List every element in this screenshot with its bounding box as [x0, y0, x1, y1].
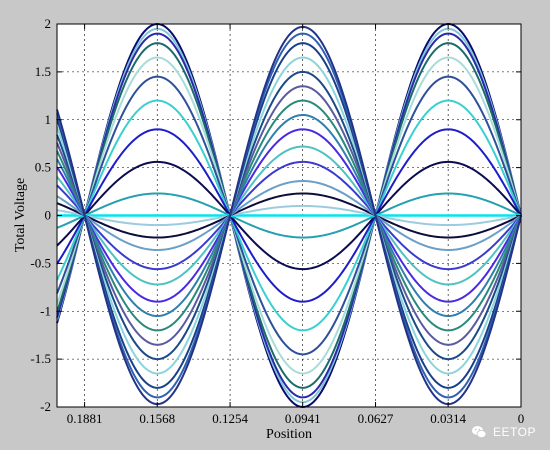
- wechat-logo-icon: [472, 426, 487, 438]
- voltage-trace-line: [56, 32, 522, 399]
- series-group: [56, 22, 522, 409]
- voltage-trace-line: [56, 99, 522, 332]
- voltage-trace-line: [56, 75, 522, 356]
- y-tick-label: 0: [45, 208, 52, 223]
- voltage-trace-line: [56, 25, 522, 406]
- voltage-trace-line: [56, 113, 522, 318]
- x-tick-label: 0.0627: [358, 411, 394, 426]
- x-tick-label: 0: [518, 411, 525, 426]
- voltage-trace-line: [56, 160, 522, 271]
- voltage-trace-line: [56, 42, 522, 389]
- voltage-trace-line: [56, 192, 522, 239]
- voltage-trace-line: [56, 56, 522, 375]
- x-tick-label: 0.1254: [212, 411, 248, 426]
- y-tick-label: 2: [45, 16, 52, 31]
- voltage-trace-line: [56, 128, 522, 303]
- watermark-text: EETOP: [493, 425, 536, 439]
- y-tick-label: 1: [45, 112, 52, 127]
- voltage-trace-line: [56, 204, 522, 227]
- x-axis-ticks: 0.1881 0.1568 0.1254 0.0941 0.0627 0.0314 0: [67, 24, 525, 426]
- y-tick-label: -1.5: [30, 351, 51, 366]
- x-tick-label: 0.0314: [430, 411, 466, 426]
- voltage-trace-line: [56, 56, 522, 375]
- y-tick-label: 1.5: [35, 64, 51, 79]
- y-axis-label: Total Voltage: [13, 178, 28, 252]
- x-tick-label: 0.1568: [139, 411, 175, 426]
- x-tick-label: 0.1881: [67, 411, 103, 426]
- voltage-trace-line: [56, 160, 522, 271]
- y-tick-label: -2: [40, 399, 51, 414]
- y-tick-label: 0.5: [35, 160, 51, 175]
- watermark: EETOP: [471, 424, 536, 440]
- voltage-trace-line: [56, 27, 522, 404]
- voltage-trace-line: [56, 192, 522, 239]
- y-tick-label: -1: [40, 303, 51, 318]
- voltage-trace-line: [56, 70, 522, 361]
- voltage-trace-line: [56, 145, 522, 286]
- voltage-trace-line: [56, 32, 522, 399]
- voltage-trace-line: [56, 180, 522, 251]
- voltage-trace-line: [56, 128, 522, 303]
- y-axis-ticks: -2 -1.5 -1 -0.5 0 0.5 1 1.5 2: [30, 16, 521, 414]
- y-tick-label: -0.5: [30, 255, 51, 270]
- voltage-trace-line: [56, 22, 522, 409]
- voltage-trace-line: [56, 85, 522, 346]
- voltage-trace-line: [56, 42, 522, 389]
- x-tick-label: 0.0941: [285, 411, 321, 426]
- x-axis-label: Position: [266, 427, 312, 442]
- voltage-trace-line: [56, 99, 522, 332]
